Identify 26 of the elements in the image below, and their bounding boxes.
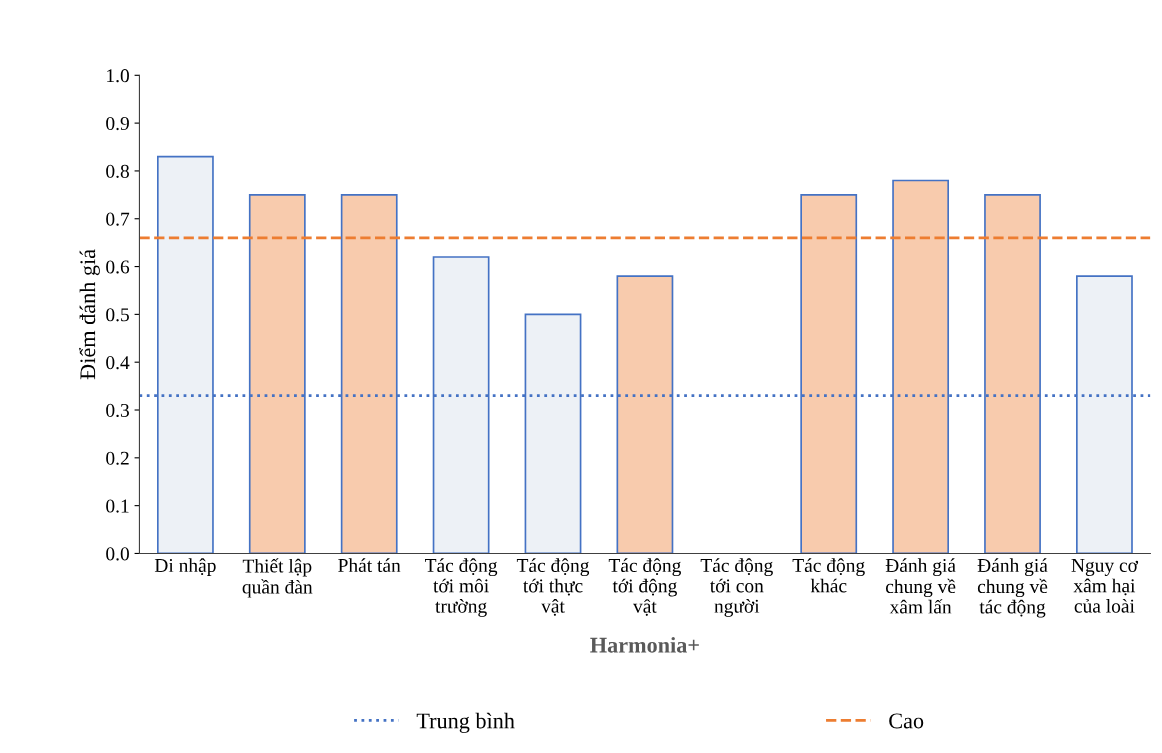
y-tick-label: 1.0 — [107, 69, 129, 83]
x-tick-label: Phát tán — [338, 558, 401, 572]
x-tick-label: Tác động tới môi trường — [425, 558, 498, 617]
y-tick-label: 0.1 — [106, 499, 129, 513]
y-tick-label: 0.0 — [106, 547, 129, 561]
y-tick-label: 0.9 — [106, 116, 129, 131]
x-tick-label: Tác động tới thực vật — [516, 558, 590, 616]
x-tick-label: Đánh giá chung về tác động — [977, 558, 1048, 618]
y-tick-label: 0.7 — [106, 212, 130, 226]
x-tick-label: Tác động tới động vật — [608, 558, 681, 616]
x-tick-label: Nguy cơ xâm hại của loài — [1071, 559, 1139, 613]
legend-label: Trung bình — [416, 712, 515, 733]
x-tick-label: Tác động khác — [792, 558, 865, 593]
legend-label: Cao — [889, 713, 924, 729]
x-tick-label: Tác động tới con người — [700, 558, 773, 617]
y-tick-label: 0.8 — [106, 164, 129, 178]
y-tick-label: 0.3 — [106, 403, 129, 418]
x-tick-label: Di nhập — [154, 558, 216, 576]
y-tick-label: 0.6 — [106, 260, 130, 274]
y-tick-label: 0.4 — [106, 356, 130, 370]
x-axis-title: Harmonia+ — [590, 637, 699, 653]
x-tick-label: Thiết lập quần đàn — [242, 558, 313, 598]
y-axis-title: Điểm đánh giá — [78, 249, 100, 380]
y-tick-label: 0.5 — [106, 308, 129, 322]
y-tick-label: 0.2 — [106, 451, 129, 465]
x-tick-label: Đánh giá chung về xâm lấn — [885, 558, 956, 614]
